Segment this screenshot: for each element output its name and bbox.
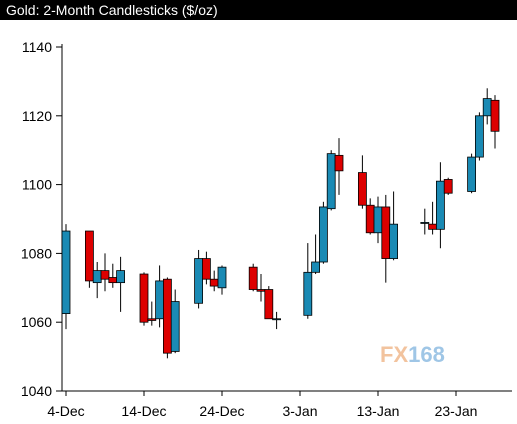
candle xyxy=(209,270,219,292)
candle-body-down xyxy=(147,318,157,321)
candle xyxy=(147,301,157,326)
watermark-168: 168 xyxy=(408,342,445,367)
candle-body-down xyxy=(490,99,500,132)
candle-body-up xyxy=(326,153,336,210)
candle xyxy=(474,112,484,161)
candle xyxy=(389,191,399,261)
x-tick-label: 14-Dec xyxy=(121,403,166,419)
candle-body-up xyxy=(435,180,445,230)
candle-body-up xyxy=(373,206,383,234)
candle-body-up xyxy=(272,318,282,321)
candle xyxy=(116,256,125,312)
candle-body-down xyxy=(201,258,211,280)
candle-body-down xyxy=(139,273,149,323)
candle xyxy=(100,253,110,292)
x-tick-label: 13-Jan xyxy=(357,403,400,419)
candle xyxy=(256,274,266,302)
candle-body-down xyxy=(85,230,94,282)
candle xyxy=(264,286,274,320)
chart-title-bar: Gold: 2-Month Candlesticks ($/oz) xyxy=(0,0,517,20)
candle xyxy=(162,277,172,359)
candle xyxy=(443,177,453,195)
candle xyxy=(482,88,492,125)
y-tick-label: 1120 xyxy=(22,108,52,124)
candle xyxy=(428,201,438,235)
candle-body-down xyxy=(209,278,219,287)
candle-body-up xyxy=(318,206,328,263)
candle-body-up xyxy=(194,258,204,304)
candle xyxy=(61,224,71,330)
candle-body-up xyxy=(92,270,102,284)
candle xyxy=(365,198,375,235)
candle-body-up xyxy=(155,280,165,320)
candle xyxy=(357,155,367,209)
x-tick-label: 4-Dec xyxy=(47,403,84,419)
candle xyxy=(108,263,118,288)
candle xyxy=(92,262,102,299)
candle-body-up xyxy=(311,261,321,273)
candle xyxy=(170,289,180,354)
watermark-fx: FX xyxy=(380,342,408,367)
candle xyxy=(381,194,391,283)
y-ticks: 1040 1060 1080 1100 1120 1140 xyxy=(21,39,62,399)
candle-body-up xyxy=(467,156,477,192)
candle-body-up xyxy=(116,270,125,284)
candle-body-down xyxy=(443,179,453,194)
candle xyxy=(311,234,321,275)
svg-text:FX168: FX168 xyxy=(380,342,445,367)
candle-body-down xyxy=(428,223,438,230)
x-tick-label: 3-Jan xyxy=(282,403,317,419)
candle-body-down xyxy=(381,206,391,259)
candle xyxy=(318,201,328,264)
candle-body-down xyxy=(264,289,274,320)
y-tick-label: 1060 xyxy=(21,314,52,330)
fx168-watermark: FX168 xyxy=(380,342,445,367)
candle-body-up xyxy=(170,301,180,352)
candle-body-down xyxy=(365,204,375,234)
candle xyxy=(194,249,204,309)
candle xyxy=(155,265,165,328)
candle xyxy=(85,230,94,288)
candle-body-down xyxy=(162,278,172,354)
chart-title: Gold: 2-Month Candlesticks ($/oz) xyxy=(6,2,218,18)
candle xyxy=(373,196,383,244)
candle-body-down xyxy=(100,270,110,280)
candle-body-up xyxy=(61,230,71,314)
candle xyxy=(420,208,430,235)
candle xyxy=(435,162,445,249)
candle xyxy=(139,272,149,326)
y-tick-label: 1100 xyxy=(22,177,52,193)
y-tick-label: 1040 xyxy=(21,383,52,399)
x-tick-label: 23-Jan xyxy=(435,403,478,419)
axes xyxy=(61,44,512,392)
candle xyxy=(272,311,282,330)
candle-body-up xyxy=(474,115,484,158)
x-ticks: 4-Dec 14-Dec 24-Dec 3-Jan 13-Jan 23-Jan xyxy=(47,391,477,419)
y-tick-label: 1140 xyxy=(22,39,52,55)
candle-body-up xyxy=(482,98,492,117)
candle xyxy=(303,243,313,319)
candle xyxy=(217,265,227,295)
candle xyxy=(490,95,500,149)
candles xyxy=(61,88,500,359)
candle-body-down xyxy=(108,277,118,284)
candle xyxy=(201,251,211,285)
candle-body-up xyxy=(389,223,399,259)
y-tick-label: 1080 xyxy=(21,245,52,261)
candle-body-up xyxy=(420,222,430,224)
candle-body-down xyxy=(248,266,258,290)
candle xyxy=(326,150,336,211)
candle-body-down xyxy=(357,172,367,206)
candle xyxy=(334,138,344,195)
candle-body-down xyxy=(334,154,344,172)
candle xyxy=(467,153,477,194)
x-tick-label: 24-Dec xyxy=(199,403,244,419)
candle xyxy=(248,263,258,292)
candle-body-down xyxy=(256,289,266,292)
candle-body-up xyxy=(303,271,313,316)
candle-body-up xyxy=(217,266,227,289)
